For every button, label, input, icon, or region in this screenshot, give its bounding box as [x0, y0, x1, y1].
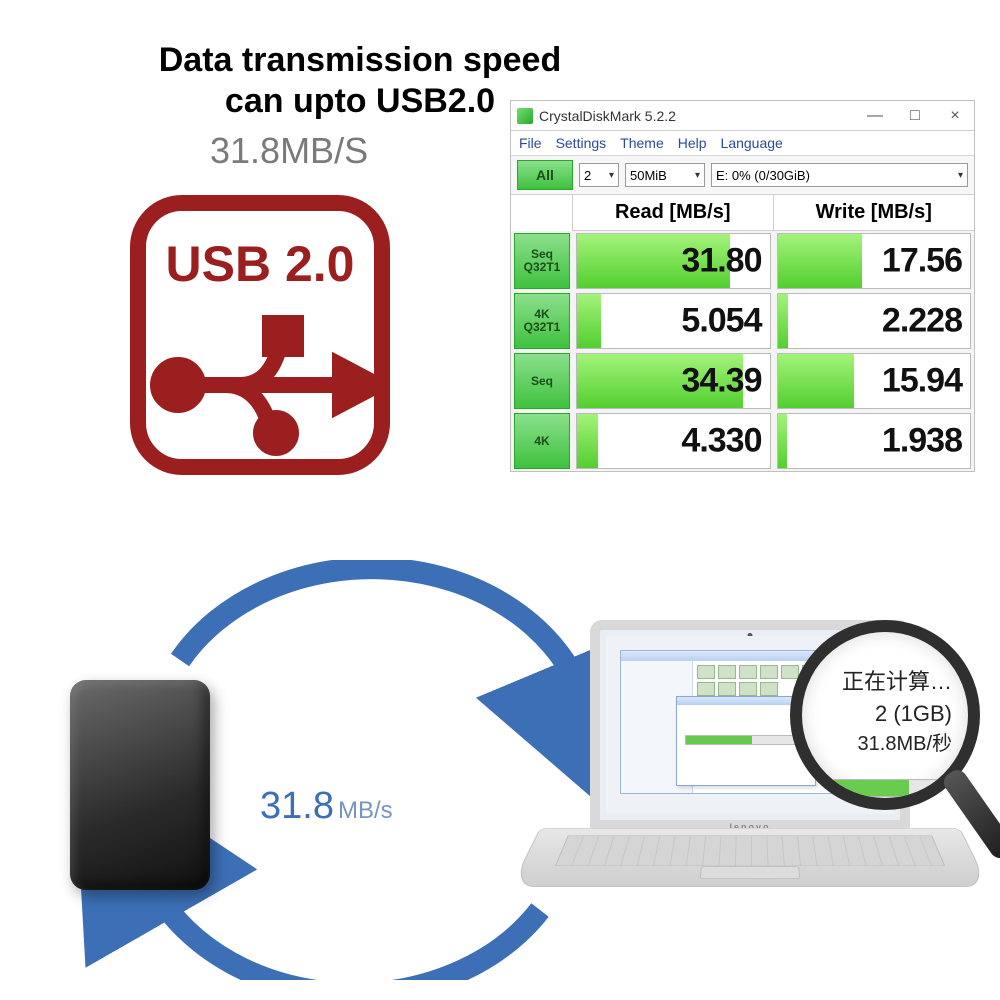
- mag-line1: 正在计算…: [818, 666, 952, 698]
- headline-line1: Data transmission speed: [159, 41, 561, 79]
- all-button[interactable]: All: [517, 160, 573, 190]
- cdm-read-cell: 31.80: [576, 233, 771, 289]
- cdm-write-cell: 1.938: [777, 413, 972, 469]
- cdm-app-icon: [517, 108, 533, 124]
- cdm-write-cell: 15.94: [777, 353, 972, 409]
- cdm-title: CrystalDiskMark 5.2.2: [539, 108, 862, 124]
- test-button[interactable]: SeqQ32T1: [514, 233, 570, 289]
- usb-badge: USB 2.0: [130, 195, 390, 475]
- cdm-titlebar: CrystalDiskMark 5.2.2 — □ ×: [511, 101, 974, 131]
- speed-value: 31.8: [260, 785, 334, 827]
- menu-theme[interactable]: Theme: [620, 135, 664, 151]
- transfer-diagram: 31.8MB/s: [40, 540, 960, 980]
- maximize-button[interactable]: □: [902, 107, 928, 125]
- select-size[interactable]: 50MiB▾: [625, 163, 705, 187]
- menu-settings[interactable]: Settings: [556, 135, 607, 151]
- cdm-write-cell: 17.56: [777, 233, 972, 289]
- headline-line2: can upto USB2.0: [225, 82, 495, 120]
- usb-label: USB 2.0: [166, 236, 355, 292]
- head-write: Write [MB/s]: [774, 195, 975, 231]
- cdm-row: Seq34.3915.94: [511, 351, 974, 411]
- mag-line2: 2 (1GB): [818, 698, 952, 730]
- mag-line3: 31.8MB/秒: [818, 730, 952, 759]
- cdm-row: 4K4.3301.938: [511, 411, 974, 471]
- cdm-window: CrystalDiskMark 5.2.2 — □ × File Setting…: [510, 100, 975, 472]
- magnifier-icon: 正在计算… 2 (1GB) 31.8MB/秒: [790, 620, 1000, 880]
- head-read: Read [MB/s]: [573, 195, 774, 231]
- select-runs[interactable]: 2▾: [579, 163, 619, 187]
- test-button[interactable]: Seq: [514, 353, 570, 409]
- cdm-row: SeqQ32T131.8017.56: [511, 231, 974, 291]
- menu-help[interactable]: Help: [678, 135, 707, 151]
- select-drive[interactable]: E: 0% (0/30GiB)▾: [711, 163, 968, 187]
- mag-progress: [816, 779, 954, 797]
- cdm-read-cell: 4.330: [576, 413, 771, 469]
- speed-label: 31.8MB/s: [260, 785, 393, 828]
- cdm-read-cell: 5.054: [576, 293, 771, 349]
- test-button[interactable]: 4K: [514, 413, 570, 469]
- cdm-header-row: Read [MB/s] Write [MB/s]: [511, 195, 974, 231]
- cdm-toolbar: All 2▾ 50MiB▾ E: 0% (0/30GiB)▾: [511, 156, 974, 195]
- cdm-read-cell: 34.39: [576, 353, 771, 409]
- speed-unit: MB/s: [338, 797, 393, 824]
- minimize-button[interactable]: —: [862, 107, 888, 125]
- cdm-menubar: File Settings Theme Help Language: [511, 131, 974, 156]
- headline-sub: 31.8MB/S: [210, 130, 368, 172]
- cdm-write-cell: 2.228: [777, 293, 972, 349]
- external-hdd-icon: [70, 680, 210, 890]
- cdm-row: 4KQ32T15.0542.228: [511, 291, 974, 351]
- menu-file[interactable]: File: [519, 135, 542, 151]
- close-button[interactable]: ×: [942, 107, 968, 125]
- menu-language[interactable]: Language: [721, 135, 783, 151]
- test-button[interactable]: 4KQ32T1: [514, 293, 570, 349]
